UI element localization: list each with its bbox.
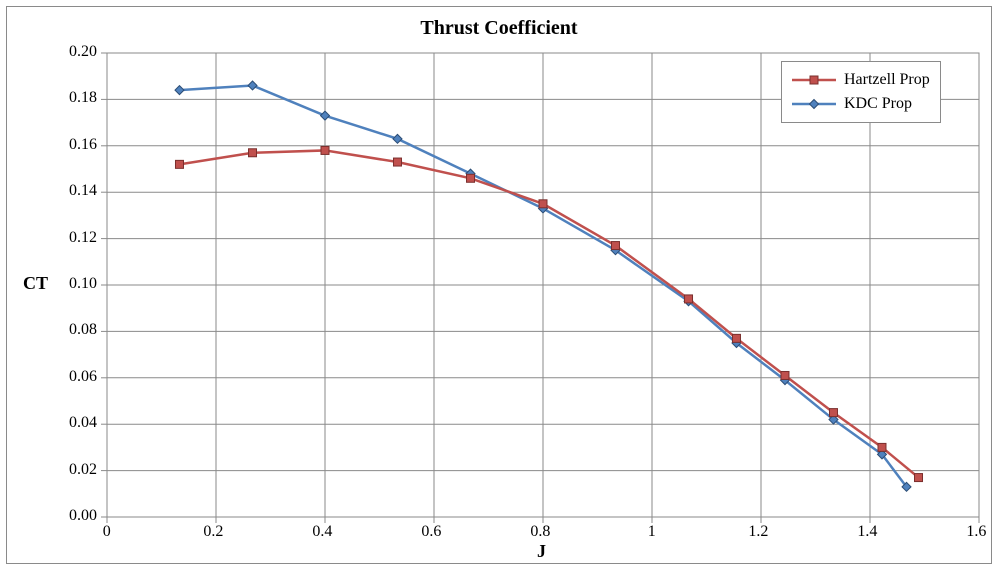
- legend-swatch: [792, 70, 836, 90]
- legend-label: KDC Prop: [844, 95, 912, 113]
- y-tick-label: 0.06: [69, 368, 97, 386]
- legend-label: Hartzell Prop: [844, 71, 930, 89]
- y-tick-label: 0.12: [69, 229, 97, 247]
- y-tick-label: 0.08: [69, 321, 97, 339]
- x-tick-label: 0.2: [203, 523, 223, 541]
- x-tick-label: 0: [103, 523, 111, 541]
- y-tick-label: 0.18: [69, 89, 97, 107]
- y-tick-label: 0.20: [69, 43, 97, 61]
- x-tick-label: 1.2: [748, 523, 768, 541]
- legend-item: Hartzell Prop: [792, 68, 930, 92]
- legend-swatch: [792, 94, 836, 114]
- chart-frame: Thrust Coefficient CT J 00.20.40.60.811.…: [6, 6, 992, 564]
- y-tick-label: 0.16: [69, 136, 97, 154]
- y-tick-label: 0.04: [69, 414, 97, 432]
- legend-item: KDC Prop: [792, 92, 930, 116]
- x-tick-label: 0.8: [530, 523, 550, 541]
- x-tick-label: 1.4: [857, 523, 877, 541]
- y-tick-label: 0.02: [69, 461, 97, 479]
- x-tick-label: 1: [648, 523, 656, 541]
- y-tick-label: 0.14: [69, 182, 97, 200]
- x-tick-label: 0.4: [312, 523, 332, 541]
- x-tick-label: 1.6: [966, 523, 986, 541]
- y-tick-label: 0.10: [69, 275, 97, 293]
- legend: Hartzell Prop KDC Prop: [781, 61, 941, 123]
- x-tick-label: 0.6: [421, 523, 441, 541]
- y-tick-label: 0.00: [69, 507, 97, 525]
